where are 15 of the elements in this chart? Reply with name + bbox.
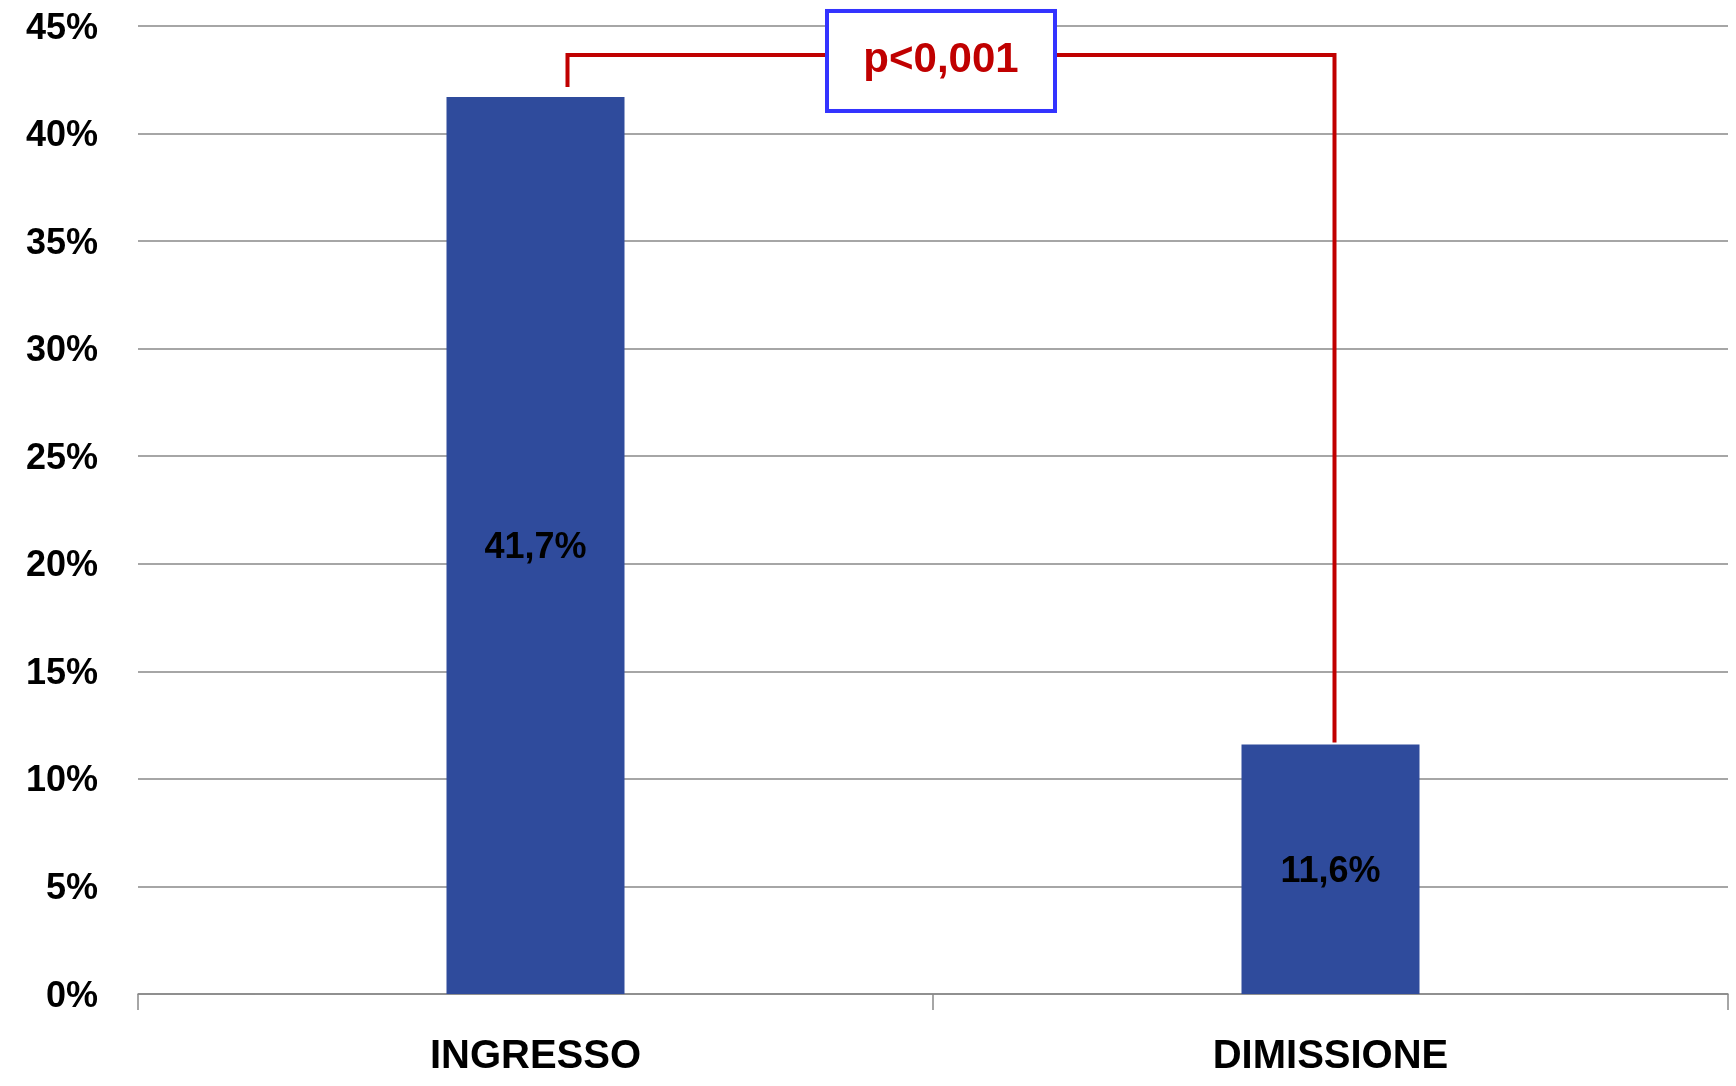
y-tick-label: 25% xyxy=(25,435,98,477)
y-tick-label: 20% xyxy=(25,543,98,585)
x-tick-label: DIMISSIONE xyxy=(1212,1032,1449,1076)
y-tick-label: 0% xyxy=(45,973,98,1015)
data-label: 41,7% xyxy=(484,524,587,566)
y-tick-label: 5% xyxy=(45,865,98,907)
y-tick-label: 30% xyxy=(25,328,98,370)
annotation: p<0,001 xyxy=(863,33,1019,81)
y-tick-label: 10% xyxy=(25,758,98,800)
y-tick-label: 45% xyxy=(25,5,98,47)
y-tick-label: 15% xyxy=(25,650,98,692)
y-tick-label: 35% xyxy=(25,220,98,262)
x-tick-label: INGRESSO xyxy=(429,1032,642,1076)
y-tick-label: 40% xyxy=(25,113,98,155)
data-label: 11,6% xyxy=(1280,848,1381,890)
